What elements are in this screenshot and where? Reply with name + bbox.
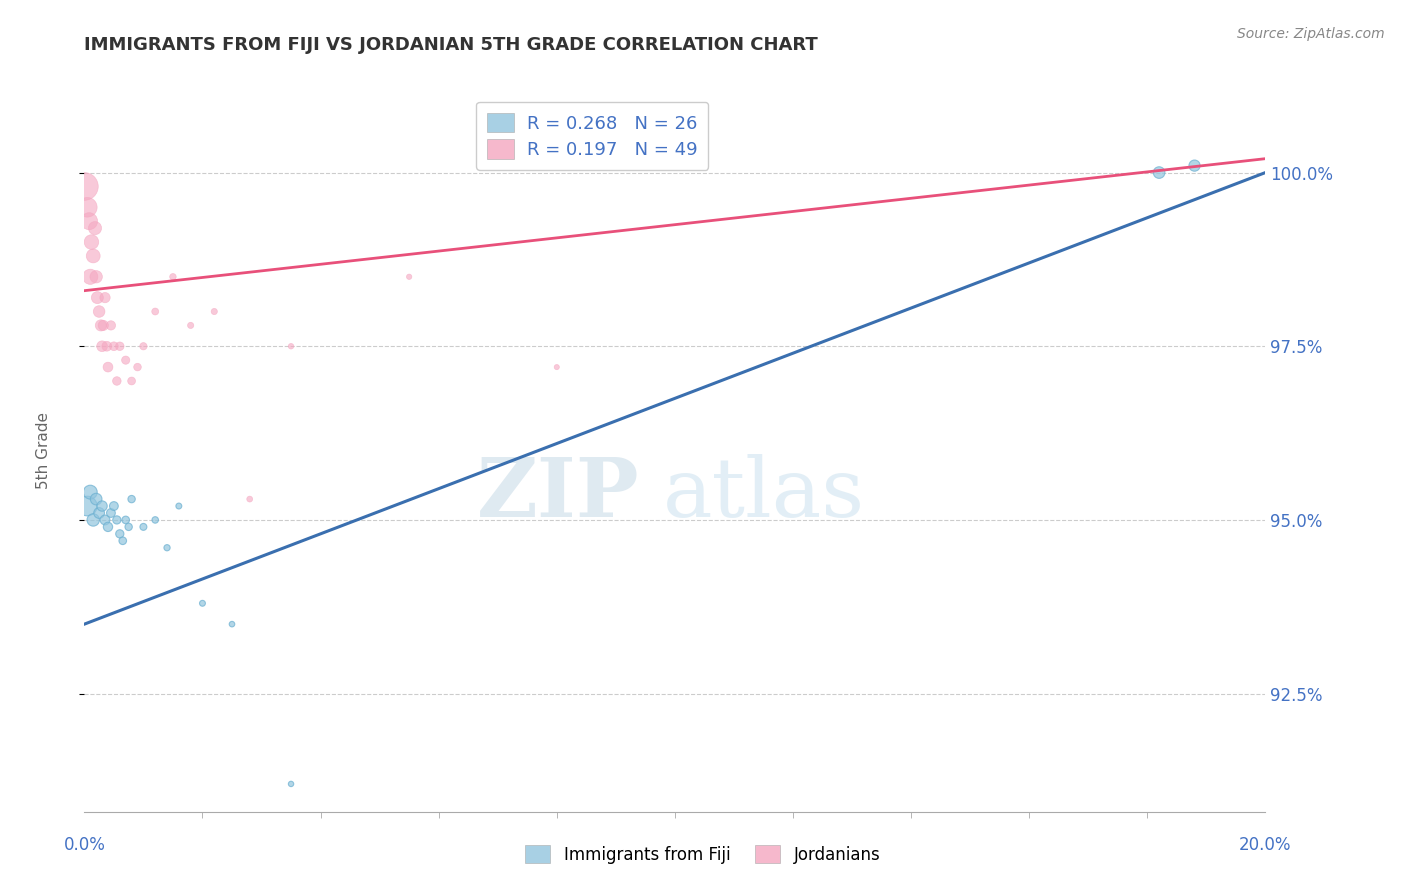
Point (143, 304, 166, 318)
Point (127, 360, 149, 375)
Point (105, 513, 128, 527)
Point (87, 506, 111, 520)
Point (121, 374, 143, 388)
Point (82, 249, 104, 263)
Text: ZIP: ZIP (477, 454, 640, 533)
Point (108, 339, 131, 353)
Point (143, 513, 166, 527)
Point (91, 318, 114, 333)
Point (97, 520, 120, 534)
Point (94, 291, 117, 305)
Point (280, 777, 302, 791)
Point (132, 339, 155, 353)
Point (103, 339, 125, 353)
Point (84, 221, 107, 235)
Legend: R = 0.268   N = 26, R = 0.197   N = 49: R = 0.268 N = 26, R = 0.197 N = 49 (477, 102, 709, 169)
Point (202, 304, 225, 318)
Point (156, 541, 179, 555)
Point (108, 526, 131, 541)
Text: atlas: atlas (664, 454, 865, 533)
Point (91, 499, 114, 513)
Point (1184, 159, 1206, 173)
Point (77, 214, 100, 228)
Point (121, 492, 143, 507)
Point (84, 492, 107, 507)
Point (398, 269, 420, 284)
Point (114, 513, 136, 527)
Point (118, 520, 141, 534)
Legend: Immigrants from Fiji, Jordanians: Immigrants from Fiji, Jordanians (519, 838, 887, 871)
Point (94, 513, 117, 527)
Point (132, 520, 155, 534)
Point (105, 374, 128, 388)
Point (97, 360, 120, 375)
Text: 20.0%: 20.0% (1239, 836, 1292, 854)
Point (239, 492, 262, 507)
Point (76, 200, 98, 214)
Point (114, 353, 136, 368)
Point (280, 339, 302, 353)
Point (100, 506, 122, 520)
Point (1147, 165, 1170, 179)
Point (191, 596, 214, 610)
Text: Source: ZipAtlas.com: Source: ZipAtlas.com (1237, 27, 1385, 41)
Point (76, 499, 98, 513)
Point (221, 617, 243, 632)
Point (79, 485, 101, 500)
Point (86, 291, 108, 305)
Point (100, 318, 122, 333)
Point (111, 533, 134, 548)
Text: 5th Grade: 5th Grade (35, 412, 51, 489)
Point (162, 269, 184, 284)
Point (96, 339, 118, 353)
Point (180, 318, 202, 333)
Text: 0.0%: 0.0% (63, 836, 105, 854)
Point (82, 513, 104, 527)
Point (79, 269, 101, 284)
Point (84, 269, 107, 284)
Point (103, 499, 125, 513)
Point (73, 179, 96, 194)
Point (80, 235, 103, 249)
Point (87, 304, 111, 318)
Text: IMMIGRANTS FROM FIJI VS JORDANIAN 5TH GRADE CORRELATION CHART: IMMIGRANTS FROM FIJI VS JORDANIAN 5TH GR… (84, 36, 818, 54)
Point (90, 318, 112, 333)
Point (167, 499, 190, 513)
Point (546, 360, 568, 375)
Point (91, 339, 114, 353)
